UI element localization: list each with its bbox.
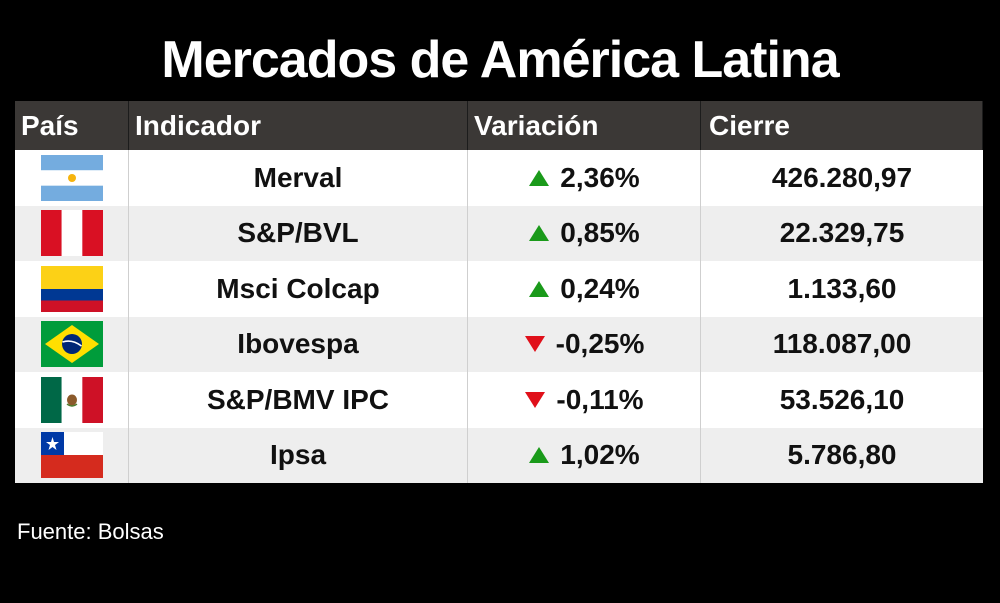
- page-title: Mercados de América Latina: [161, 31, 839, 89]
- table-row: Merval 2,36% 426.280,97: [15, 150, 983, 206]
- close-value: 1.133,60: [787, 272, 897, 304]
- up-icon: [529, 169, 550, 186]
- header-country: País: [15, 101, 129, 150]
- variation-value: -0,25%: [555, 328, 645, 360]
- table-row: Ibovespa -0,25% 118.087,00: [15, 316, 983, 372]
- chile-flag-icon: [40, 432, 103, 479]
- table-row: Msci Colcap 0,24% 1.133,60: [15, 261, 983, 317]
- close-value: 118.087,00: [772, 328, 912, 360]
- peru-flag-icon: [40, 210, 103, 257]
- indicator-name: S&P/BMV IPC: [129, 372, 468, 428]
- table-row: Ipsa 1,02% 5.786,80: [15, 427, 983, 483]
- brazil-flag-icon: [40, 321, 103, 368]
- close-value: 22.329,75: [779, 217, 905, 249]
- indicator-name: Merval: [129, 150, 468, 206]
- variation-value: 2,36%: [560, 161, 640, 193]
- argentina-flag-icon: [40, 154, 103, 201]
- mexico-flag-icon: [40, 376, 103, 423]
- source-note: Fuente: Bolsas: [17, 519, 164, 544]
- close-value: 5.786,80: [787, 439, 897, 471]
- down-icon: [524, 336, 545, 353]
- markets-table: País Indicador Variación Cierre Merval 2…: [15, 101, 983, 483]
- table-header-row: País Indicador Variación Cierre: [15, 101, 983, 150]
- indicator-name: Msci Colcap: [129, 261, 468, 317]
- up-icon: [529, 447, 550, 464]
- variation-value: 0,85%: [560, 217, 640, 249]
- header-indicator: Indicador: [129, 101, 468, 150]
- up-icon: [529, 225, 550, 242]
- variation-value: -0,11%: [556, 383, 644, 415]
- header-close: Cierre: [701, 101, 983, 150]
- variation-value: 0,24%: [560, 272, 640, 304]
- close-value: 426.280,97: [771, 161, 913, 193]
- down-icon: [525, 391, 546, 408]
- indicator-name: S&P/BVL: [129, 205, 468, 261]
- table-row: S&P/BVL 0,85% 22.329,75: [15, 205, 983, 261]
- table-row: S&P/BMV IPC -0,11% 53.526,10: [15, 372, 983, 428]
- up-icon: [529, 280, 550, 297]
- indicator-name: Ibovespa: [129, 316, 468, 372]
- indicator-name: Ipsa: [129, 427, 468, 483]
- variation-value: 1,02%: [560, 439, 640, 471]
- header-variation: Variación: [468, 101, 701, 150]
- close-value: 53.526,10: [779, 383, 905, 415]
- colombia-flag-icon: [40, 265, 103, 312]
